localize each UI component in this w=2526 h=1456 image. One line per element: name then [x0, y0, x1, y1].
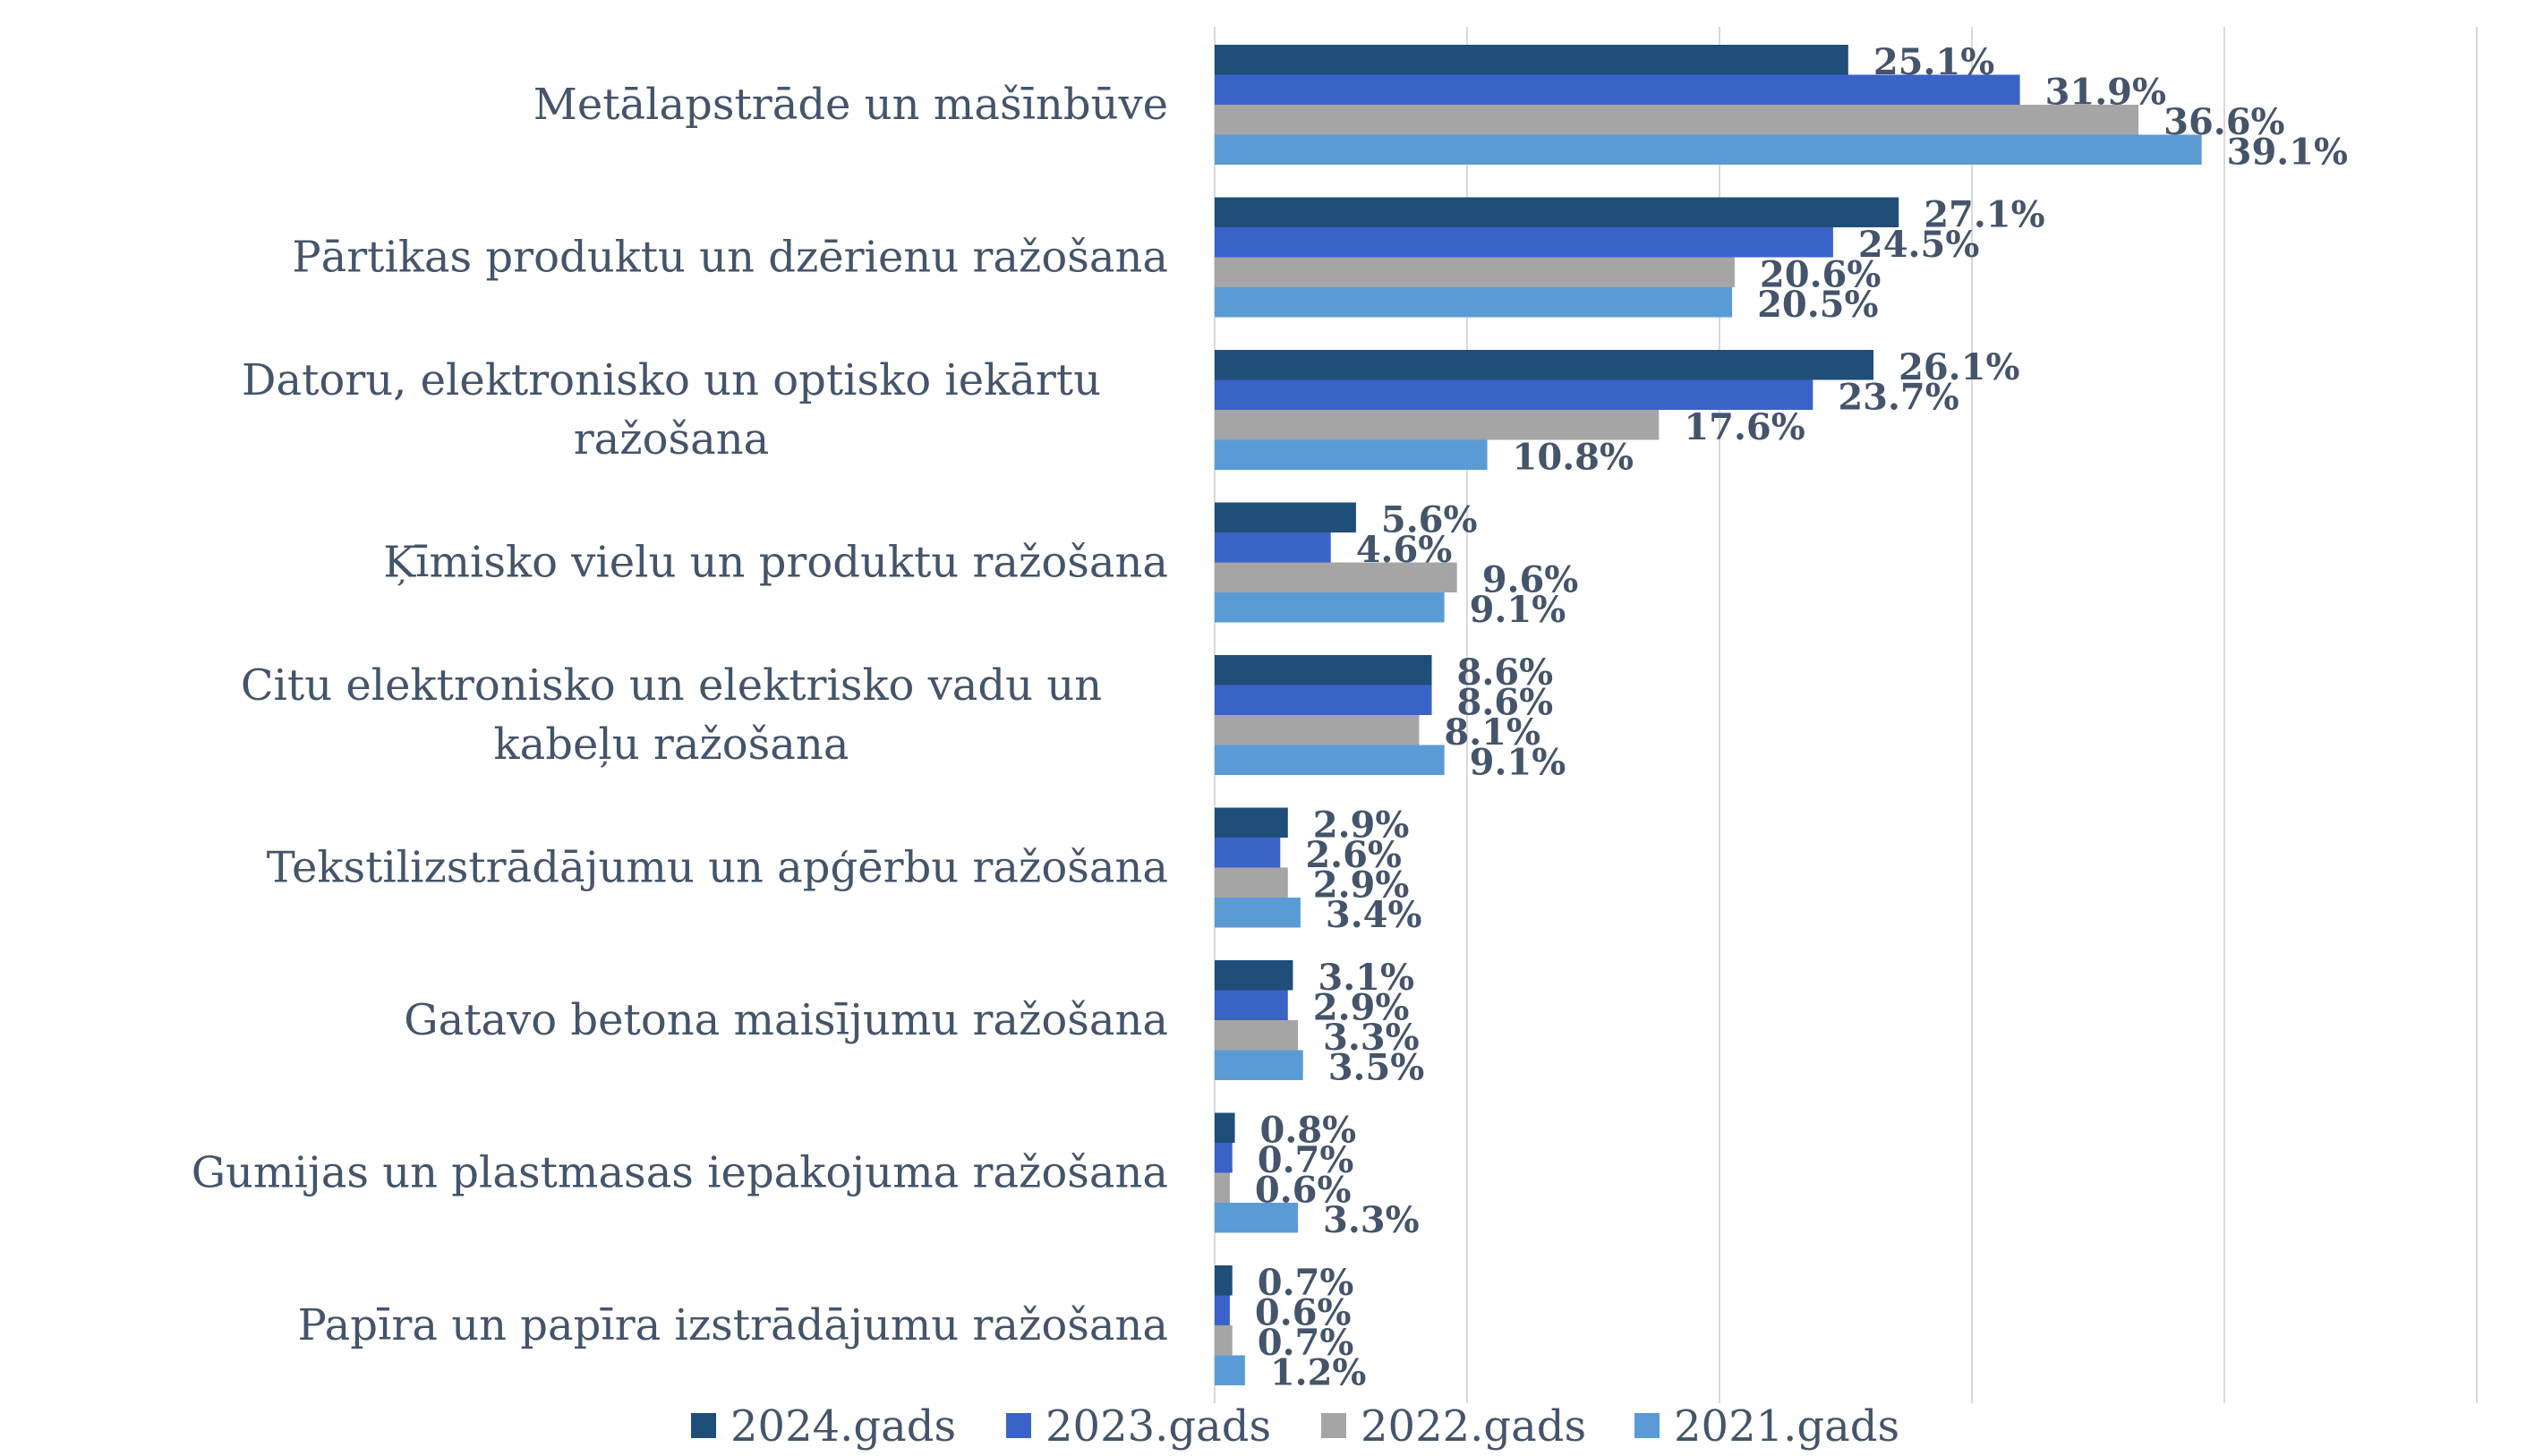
bar-2021-gads-8: [1215, 1355, 1245, 1385]
bar-2023-gads-0: [1215, 74, 2020, 105]
data-label: 25.1%: [1873, 41, 1994, 83]
data-label: 3.3%: [1323, 1199, 1420, 1241]
bar-2021-gads-1: [1215, 287, 1733, 318]
bar-2023-gads-7: [1215, 1143, 1233, 1173]
bar-2022-gads-2: [1215, 410, 1660, 440]
data-label: 36.6%: [2163, 101, 2284, 143]
legend-swatch-2023-gads: [1006, 1413, 1031, 1438]
bar-2021-gads-3: [1215, 592, 1445, 623]
data-label: 8.6%: [1457, 681, 1554, 723]
data-label: 3.3%: [1323, 1017, 1420, 1059]
data-label: 9.6%: [1482, 558, 1579, 600]
data-label: 8.6%: [1457, 651, 1554, 694]
data-label: 2.9%: [1313, 804, 1410, 846]
legend-swatch-2024-gads: [691, 1413, 716, 1438]
bar-2022-gads-0: [1215, 105, 2139, 135]
data-label: 0.6%: [1255, 1169, 1352, 1211]
bar-2024-gads-4: [1215, 655, 1432, 685]
data-labels: 25.1% 31.9%36.6%39.1% 27.1%24.5%20.6%20.5%…: [1255, 41, 2348, 1394]
bar-2022-gads-3: [1215, 562, 1457, 592]
bar-2024-gads-3: [1215, 502, 1356, 532]
bar-2022-gads-6: [1215, 1020, 1299, 1051]
bar-2023-gads-6: [1215, 990, 1288, 1020]
data-label: 0.7%: [1258, 1262, 1354, 1304]
bar-2023-gads-1: [1215, 227, 1833, 258]
data-label: 0.8%: [1260, 1109, 1357, 1151]
category-label: Citu elektronisko un elektrisko vadu un k…: [241, 660, 1102, 770]
data-label: 8.1%: [1444, 711, 1540, 754]
legend: 2024.gads 2023.gads 2022.gads 2021.gads: [691, 1401, 1899, 1452]
bar-2022-gads-1: [1215, 257, 1735, 287]
data-label: 26.1%: [1899, 346, 2019, 388]
category-label: Gumijas un plastmasas iepakojuma ražošan…: [192, 1148, 1168, 1198]
data-label: 2.9%: [1313, 986, 1410, 1028]
bar-2023-gads-2: [1215, 379, 1813, 410]
data-label: 5.6%: [1381, 498, 1478, 541]
data-label: 3.5%: [1328, 1046, 1425, 1088]
bar-2024-gads-8: [1215, 1265, 1233, 1296]
bar-2023-gads-4: [1215, 685, 1432, 715]
data-label: 39.1%: [2227, 131, 2348, 173]
bar-2022-gads-5: [1215, 867, 1288, 898]
data-label: 23.7%: [1838, 376, 1959, 418]
category-labels: Metālapstrāde un mašīnbūve Pārtikas produ…: [192, 80, 1168, 1350]
bar-2021-gads-7: [1215, 1203, 1299, 1233]
category-label: Tekstilizstrādājumu un apģērbu ražošana: [267, 843, 1168, 893]
data-label: 27.1%: [1924, 193, 2044, 235]
data-label: 9.1%: [1470, 741, 1566, 783]
data-label: 4.6%: [1356, 529, 1453, 571]
data-label: 24.5%: [1858, 224, 1979, 266]
data-label: 3.1%: [1318, 957, 1414, 999]
bar-2024-gads-6: [1215, 960, 1293, 991]
category-label: Ķīmisko vielu un produktu ražošana: [383, 538, 1168, 588]
category-label: Metālapstrāde un mašīnbūve: [533, 80, 1168, 130]
bar-2022-gads-8: [1215, 1325, 1233, 1356]
bar-2021-gads-2: [1215, 439, 1488, 470]
bar-2024-gads-1: [1215, 197, 1899, 227]
data-label: 20.5%: [1757, 284, 1878, 326]
data-label: 31.9%: [2045, 71, 2166, 113]
data-label: 20.6%: [1760, 253, 1881, 295]
bar-2023-gads-3: [1215, 532, 1331, 563]
legend-label: 2024.gads: [730, 1401, 956, 1452]
legend-label: 2022.gads: [1361, 1401, 1586, 1452]
bar-2021-gads-5: [1215, 898, 1301, 928]
data-label: 17.6%: [1684, 406, 1805, 448]
bar-2024-gads-7: [1215, 1112, 1235, 1143]
bars: [1215, 45, 2202, 1385]
data-label: 9.1%: [1470, 589, 1566, 631]
category-label: Papīra un papīra izstrādājumu ražošana: [298, 1300, 1168, 1350]
bar-2021-gads-6: [1215, 1050, 1303, 1080]
legend-label: 2021.gads: [1674, 1401, 1899, 1452]
category-label: Gatavo betona maisījumu ražošana: [404, 995, 1168, 1045]
bar-2023-gads-8: [1215, 1295, 1230, 1325]
category-label: Datoru, elektronisko un optisko iekārtu r…: [242, 355, 1101, 464]
data-label: 2.6%: [1305, 834, 1402, 876]
bar-2021-gads-4: [1215, 745, 1445, 775]
data-label: 3.4%: [1326, 894, 1422, 936]
data-label: 1.2%: [1270, 1351, 1367, 1393]
data-label: 0.7%: [1258, 1322, 1354, 1364]
data-label: 2.9%: [1313, 864, 1410, 906]
bar-2023-gads-5: [1215, 838, 1281, 868]
legend-label: 2023.gads: [1045, 1401, 1271, 1452]
data-label: 10.8%: [1513, 436, 1634, 478]
bar-2024-gads-0: [1215, 45, 1848, 75]
category-label: Pārtikas produktu un dzērienu ražošana: [292, 233, 1168, 283]
data-label: 0.7%: [1258, 1139, 1354, 1181]
data-label: 0.6%: [1255, 1291, 1352, 1333]
legend-swatch-2021-gads: [1634, 1413, 1660, 1438]
bar-2022-gads-4: [1215, 715, 1420, 745]
bar-2024-gads-5: [1215, 807, 1288, 838]
bar-2021-gads-0: [1215, 134, 2202, 165]
bar-2024-gads-2: [1215, 350, 1874, 380]
bar-2022-gads-7: [1215, 1172, 1230, 1203]
legend-swatch-2022-gads: [1321, 1413, 1346, 1438]
